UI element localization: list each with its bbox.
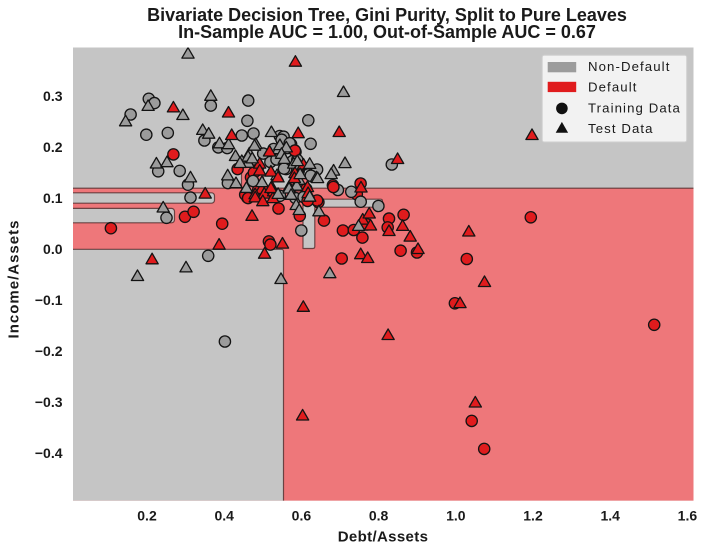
svg-text:0.4: 0.4 <box>214 508 234 524</box>
svg-text:0.2: 0.2 <box>137 508 157 524</box>
svg-text:0.6: 0.6 <box>292 508 312 524</box>
svg-text:1.6: 1.6 <box>678 508 698 524</box>
svg-text:1.0: 1.0 <box>446 508 466 524</box>
svg-text:−0.3: −0.3 <box>35 394 63 410</box>
svg-text:1.2: 1.2 <box>523 508 543 524</box>
svg-text:Non-Default: Non-Default <box>588 59 670 74</box>
svg-text:1.4: 1.4 <box>600 508 620 524</box>
svg-text:0.3: 0.3 <box>43 88 63 104</box>
svg-text:In-Sample AUC = 1.00, Out-of-S: In-Sample AUC = 1.00, Out-of-Sample AUC … <box>178 22 596 42</box>
svg-text:0.1: 0.1 <box>43 190 63 206</box>
svg-text:0.2: 0.2 <box>43 139 63 155</box>
svg-text:Income/Assets: Income/Assets <box>5 220 22 339</box>
svg-text:Training Data: Training Data <box>588 100 681 115</box>
svg-text:Debt/Assets: Debt/Assets <box>338 529 429 546</box>
svg-text:−0.4: −0.4 <box>35 445 63 461</box>
svg-text:Default: Default <box>588 80 637 95</box>
svg-text:0.8: 0.8 <box>369 508 389 524</box>
svg-text:0.0: 0.0 <box>43 241 63 257</box>
svg-text:−0.2: −0.2 <box>35 343 63 359</box>
svg-text:Test Data: Test Data <box>588 121 654 136</box>
svg-text:−0.1: −0.1 <box>35 292 63 308</box>
svg-text:Bivariate Decision Tree, Gini: Bivariate Decision Tree, Gini Purity, Sp… <box>147 5 627 25</box>
